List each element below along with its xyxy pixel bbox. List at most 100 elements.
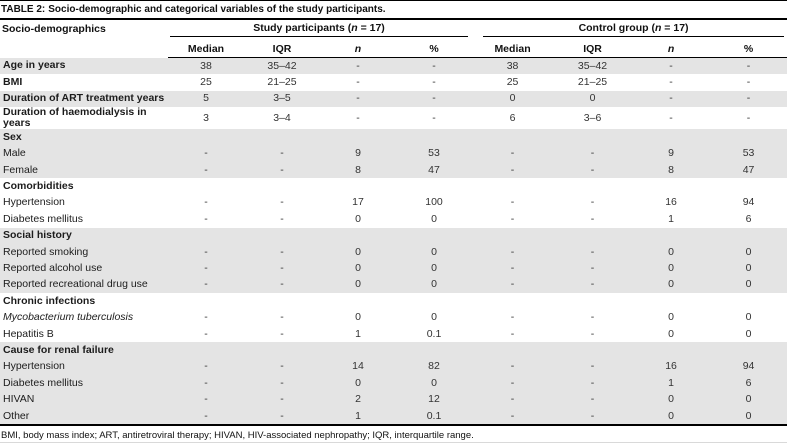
- cell: [168, 228, 244, 244]
- cell: -: [280, 327, 284, 340]
- cell: -: [204, 409, 208, 422]
- cell: [320, 342, 396, 358]
- cell: [472, 228, 553, 244]
- cell: 0: [668, 393, 674, 406]
- cell: -: [432, 59, 436, 72]
- cell: -: [204, 376, 208, 389]
- cell: [244, 129, 320, 145]
- cell: 3: [203, 111, 209, 124]
- table-row: Mycobacterium tuberculosis - - 0 0 - - 0 0: [0, 309, 787, 325]
- cell: [632, 228, 710, 244]
- cell: -: [510, 278, 515, 291]
- cell: 2: [355, 393, 361, 406]
- cell: -: [590, 261, 595, 274]
- cell: 0: [745, 409, 752, 422]
- cell: [553, 178, 632, 194]
- cell: -: [204, 311, 208, 324]
- cell: 38: [506, 59, 519, 72]
- cell: -: [746, 76, 751, 89]
- cell: -: [746, 92, 751, 105]
- cell: 25: [506, 76, 519, 89]
- cell: -: [280, 360, 284, 373]
- cell: [553, 293, 632, 309]
- cell: -: [590, 278, 595, 291]
- cell: -: [356, 59, 360, 72]
- row-label: Mycobacterium tuberculosis: [3, 311, 134, 324]
- table-row: Duration of haemodialysis in years 3 3–4 - -…: [0, 107, 787, 129]
- group-header-row: Socio-demographics Study participants (n…: [0, 19, 787, 40]
- cell: 0: [355, 311, 361, 324]
- row-label: Hepatitis B: [3, 327, 54, 340]
- cell: 3–4: [273, 111, 291, 124]
- cell: -: [356, 76, 360, 89]
- cell: 0: [668, 311, 674, 324]
- cell: 35–42: [267, 59, 297, 72]
- cell: 38: [200, 59, 212, 72]
- cell: -: [590, 212, 595, 225]
- table-caption-number: TABLE 2:: [1, 4, 46, 15]
- cell: -: [204, 393, 208, 406]
- cell: -: [510, 163, 515, 176]
- cell: 0: [745, 311, 752, 324]
- cell: -: [280, 163, 284, 176]
- cell: [168, 178, 244, 194]
- table-row: BMI 25 21–25 - - 25 21–25 - -: [0, 74, 787, 90]
- cell: 47: [742, 163, 755, 176]
- cell: -: [432, 76, 436, 89]
- first-column-header: Socio-demographics: [2, 23, 106, 35]
- cell: -: [510, 147, 515, 160]
- col-header-iqr: IQR: [244, 40, 320, 58]
- table-caption-text: Socio-demographic and categorical variab…: [48, 4, 386, 15]
- cell: [710, 228, 787, 244]
- cell: 0: [745, 278, 752, 291]
- cell: -: [510, 327, 515, 340]
- cell: -: [669, 59, 673, 72]
- table-row: Female - - 8 47 - - 8 47: [0, 161, 787, 179]
- cell: -: [204, 163, 208, 176]
- cell: [632, 293, 710, 309]
- cell: [472, 293, 553, 309]
- control-group-count: = 17): [661, 22, 689, 34]
- cell: 17: [352, 196, 364, 209]
- cell: -: [432, 111, 436, 124]
- cell: -: [746, 111, 751, 124]
- cell: [244, 342, 320, 358]
- cell: -: [280, 311, 284, 324]
- cell: [168, 293, 244, 309]
- control-group-header: Control group (n = 17): [472, 19, 787, 40]
- table-caption: TABLE 2: Socio-demographic and categorica…: [0, 0, 787, 18]
- section-row: Comorbidities: [0, 178, 787, 194]
- cell: [553, 342, 632, 358]
- table-row: Hepatitis B - - 1 0.1 - - 0 0: [0, 326, 787, 342]
- cell: 16: [665, 196, 677, 209]
- cell: -: [280, 278, 284, 291]
- cell: 0: [431, 278, 437, 291]
- cell: [244, 228, 320, 244]
- cell: [710, 178, 787, 194]
- cell: -: [590, 360, 595, 373]
- cell: [710, 293, 787, 309]
- cell: [244, 293, 320, 309]
- row-label: Diabetes mellitus: [3, 376, 83, 389]
- table-header: Socio-demographics Study participants (n…: [0, 19, 787, 58]
- cell: 47: [428, 163, 440, 176]
- cell: [396, 342, 472, 358]
- control-group-label: Control group (: [578, 22, 655, 34]
- cell: -: [590, 409, 595, 422]
- study-group-header: Study participants (n = 17): [168, 19, 472, 40]
- cell: 0: [668, 409, 674, 422]
- cell: -: [204, 212, 208, 225]
- cell: 0: [745, 327, 752, 340]
- cell: [632, 129, 710, 145]
- col-header-median: Median: [472, 40, 554, 58]
- cell: 53: [742, 147, 755, 160]
- cell: -: [280, 376, 284, 389]
- cell: -: [510, 245, 515, 258]
- cell: [472, 129, 553, 145]
- cell: -: [280, 196, 284, 209]
- row-label: Female: [3, 163, 39, 176]
- cell: [396, 178, 472, 194]
- cell: -: [280, 261, 284, 274]
- cell: [320, 178, 396, 194]
- cell: [472, 342, 553, 358]
